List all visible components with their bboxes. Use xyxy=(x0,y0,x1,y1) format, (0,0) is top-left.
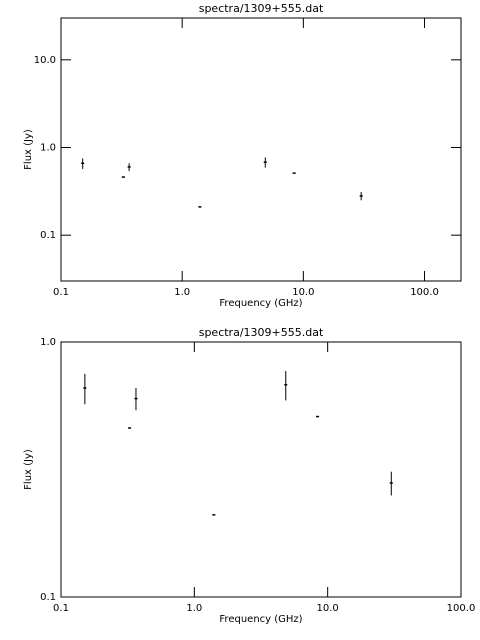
y-axis-label: Flux (Jy) xyxy=(23,449,34,490)
y-tick-label: 10.0 xyxy=(34,55,56,66)
x-tick-label: 100.0 xyxy=(447,603,476,614)
x-tick-label: 1.0 xyxy=(174,287,190,298)
y-tick-label: 0.1 xyxy=(40,230,56,241)
x-axis-label: Frequency (GHz) xyxy=(219,298,302,309)
data-point xyxy=(81,162,85,165)
data-point xyxy=(83,387,87,389)
plot-frame xyxy=(60,341,462,598)
data-point xyxy=(134,397,138,400)
data-point xyxy=(263,161,267,163)
y-axis-label: Flux (Jy) xyxy=(23,129,34,170)
chart-title: spectra/1309+555.dat xyxy=(199,2,324,15)
y-tick-label: 1.0 xyxy=(40,142,56,153)
x-tick-label: 10.0 xyxy=(292,287,314,298)
data-point xyxy=(121,176,125,178)
plot-frame xyxy=(60,17,462,282)
x-tick-label: 100.0 xyxy=(410,287,439,298)
data-point xyxy=(316,415,320,418)
data-point xyxy=(292,172,296,174)
data-point xyxy=(359,195,363,197)
x-tick-label: 0.1 xyxy=(53,603,69,614)
data-point xyxy=(389,482,393,484)
x-tick-label: 0.1 xyxy=(53,287,69,298)
x-tick-label: 1.0 xyxy=(186,603,202,614)
y-tick-label: 0.1 xyxy=(40,592,56,603)
y-tick-label: 1.0 xyxy=(40,337,56,348)
x-axis-label: Frequency (GHz) xyxy=(219,614,302,625)
chart-title: spectra/1309+555.dat xyxy=(199,326,324,339)
data-point xyxy=(128,427,132,429)
x-tick-label: 10.0 xyxy=(317,603,339,614)
data-point xyxy=(127,166,131,168)
data-point xyxy=(198,206,202,208)
data-point xyxy=(284,383,288,386)
data-point xyxy=(212,514,216,516)
